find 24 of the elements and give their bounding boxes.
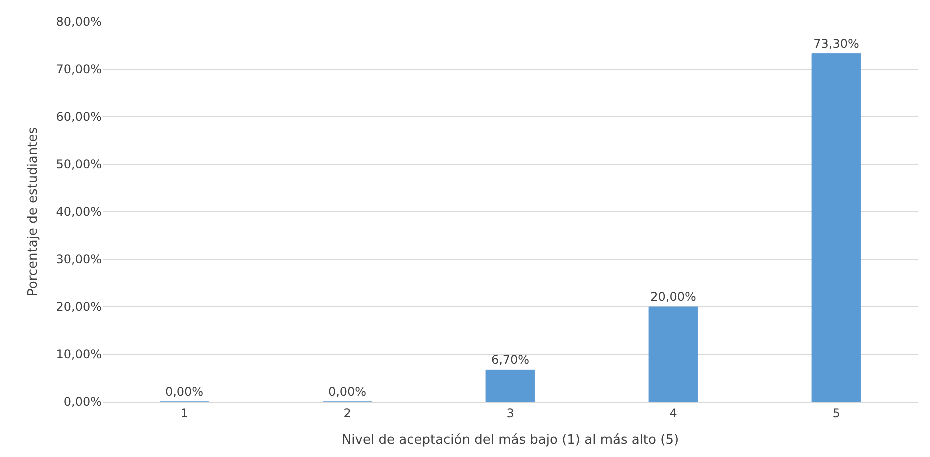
y-tick-label: 0,00% bbox=[64, 395, 102, 410]
data-label: 6,70% bbox=[491, 353, 530, 368]
data-label: 0,00% bbox=[165, 385, 204, 399]
bar bbox=[486, 370, 536, 402]
y-tick-label: 10,00% bbox=[56, 348, 102, 362]
y-tick-label: 20,00% bbox=[56, 300, 102, 314]
x-tick-label: 3 bbox=[506, 406, 514, 420]
y-axis-title: Porcentaje de estudiantes bbox=[26, 127, 42, 297]
y-tick-label: 40,00% bbox=[56, 205, 102, 220]
y-tick-label: 80,00% bbox=[56, 15, 102, 30]
data-label: 73,30% bbox=[814, 36, 860, 51]
data-label: 0,00% bbox=[328, 385, 367, 399]
x-axis-title: Nivel de aceptación del más bajo (1) al más alto (5) bbox=[342, 433, 680, 448]
y-tick-label: 70,00% bbox=[56, 62, 102, 77]
y-tick-label: 60,00% bbox=[56, 110, 102, 124]
y-tick-label: 50,00% bbox=[56, 158, 102, 172]
bar bbox=[812, 54, 862, 402]
x-tick-label: 1 bbox=[180, 406, 188, 420]
x-tick-label: 4 bbox=[670, 406, 678, 420]
bar bbox=[648, 306, 698, 402]
y-tick-label: 30,00% bbox=[56, 252, 102, 267]
data-label: 20,00% bbox=[650, 290, 696, 304]
x-tick-label: 2 bbox=[344, 406, 352, 420]
x-tick-label: 5 bbox=[832, 406, 840, 420]
